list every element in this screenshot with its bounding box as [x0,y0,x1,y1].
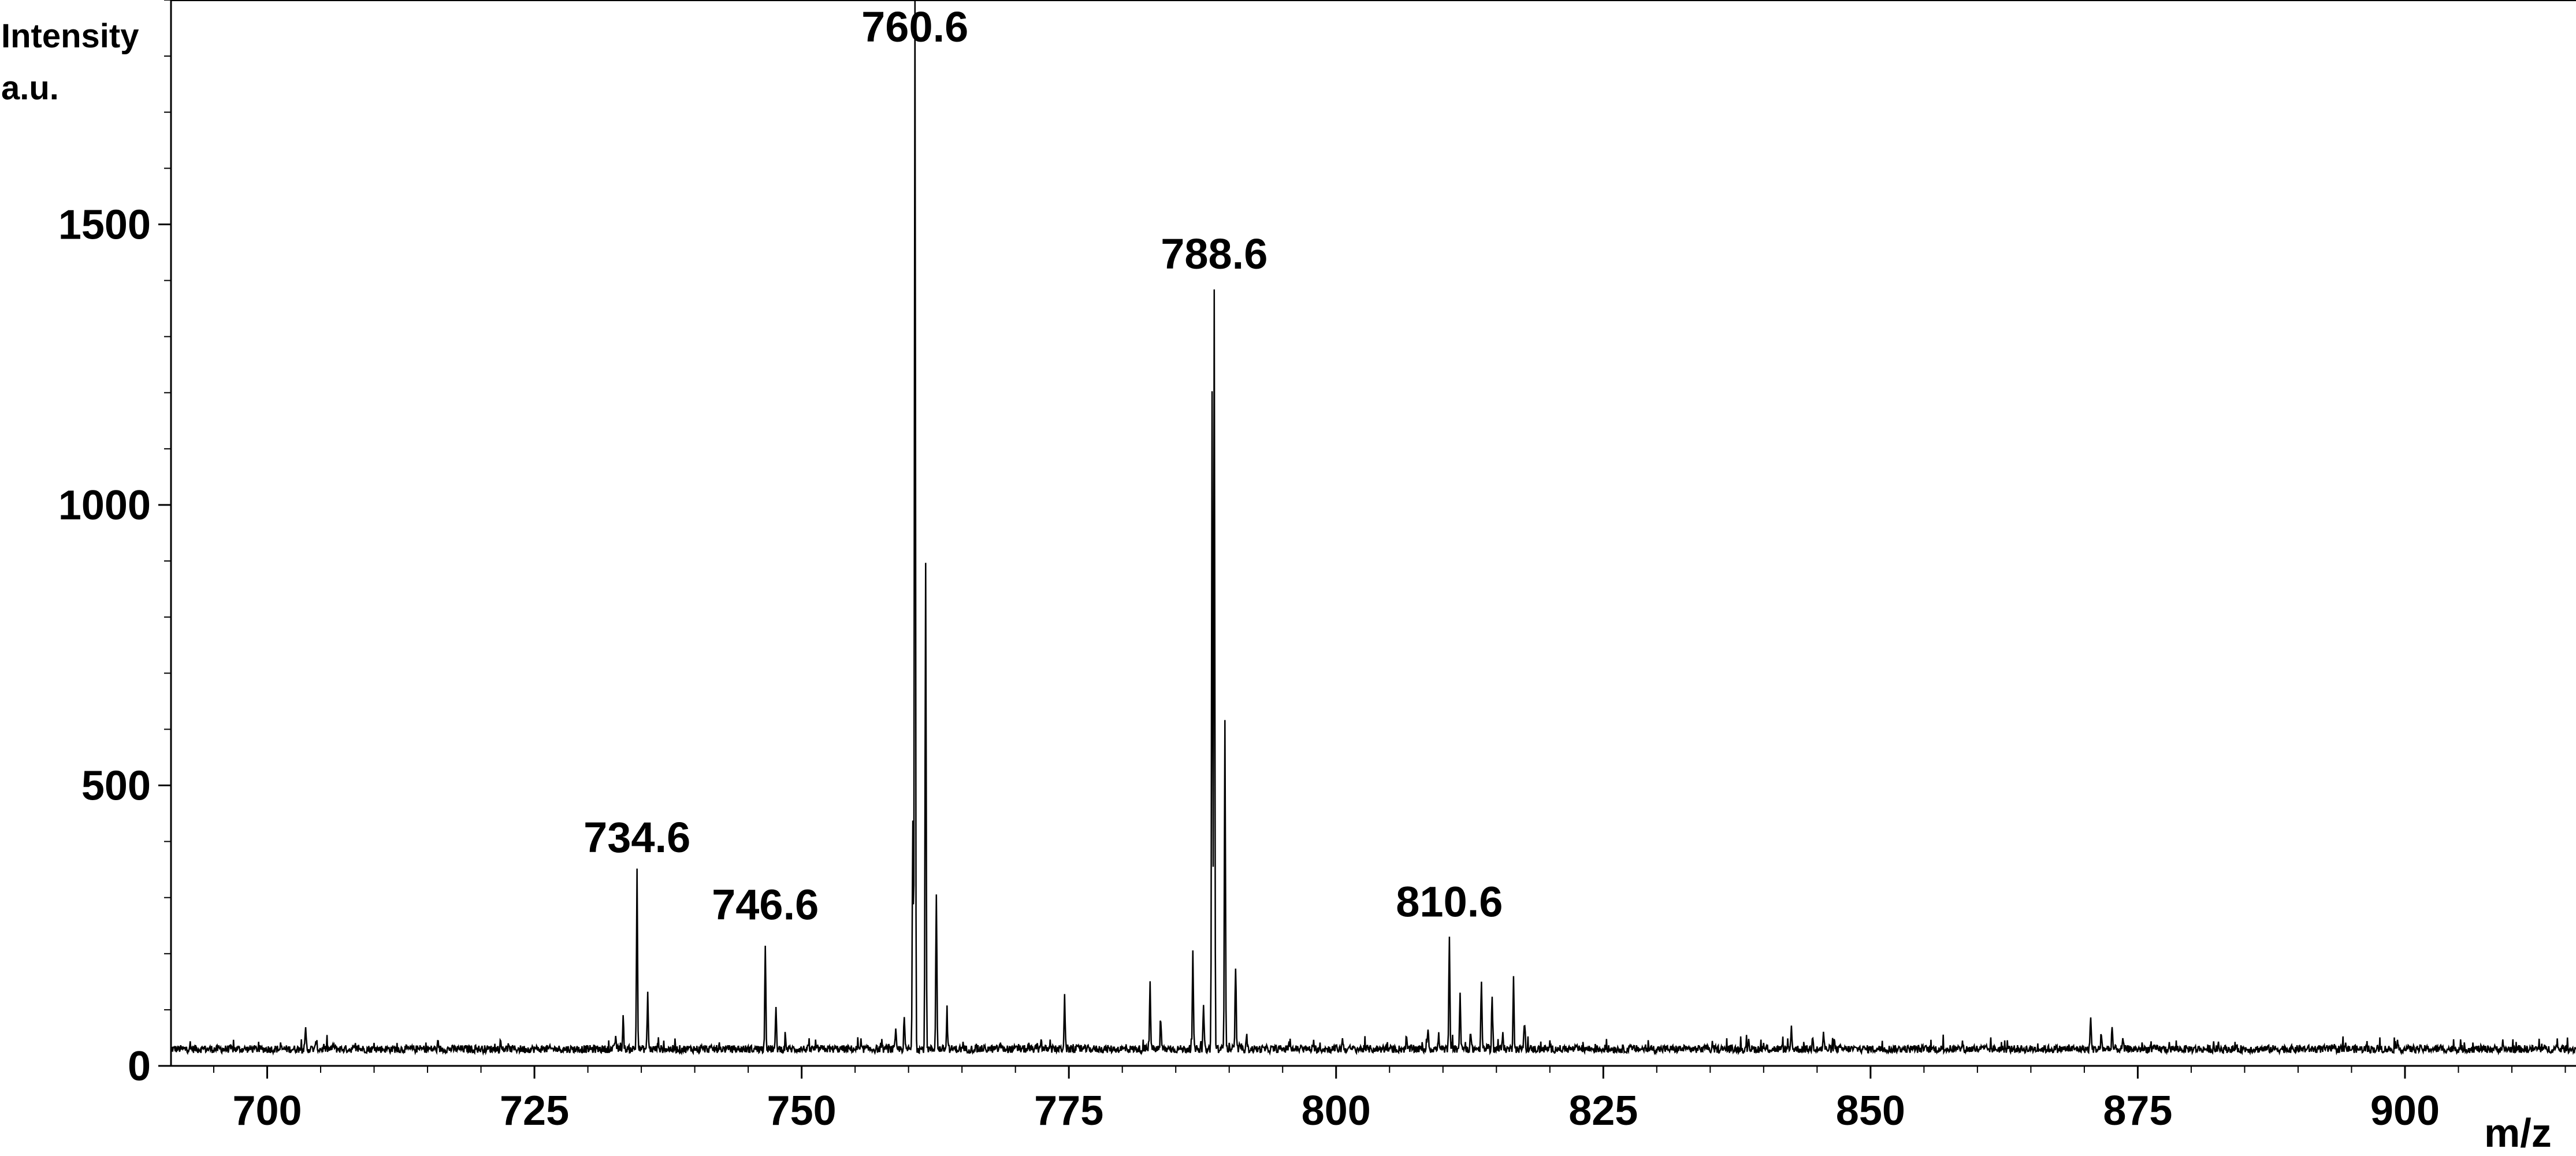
y-tick-label: 1000 [58,482,151,529]
peak-annotation: 788.6 [1161,230,1267,278]
y-tick-label: 1500 [58,202,151,248]
x-tick-label: 775 [1034,1088,1103,1134]
x-tick-label: 900 [2370,1088,2440,1134]
y-tick-label: 0 [128,1043,151,1090]
y-tick-label: 500 [81,763,151,809]
y-minor-ticks [164,0,171,1010]
x-tick-label: 825 [1568,1088,1638,1134]
x-tick-label: 800 [1302,1088,1371,1134]
peak-annotation: 734.6 [583,813,690,861]
x-tick-label: 875 [2103,1088,2172,1134]
peak-annotation: 810.6 [1396,878,1503,926]
x-tick-labels: 700 725 750 775 800 825 850 875 900 [232,1066,2440,1134]
y-axis-label-line1: Intensity [1,17,139,55]
x-tick-label: 725 [500,1088,569,1134]
spectrum-line [170,0,2576,1056]
x-minor-ticks [213,1066,2566,1073]
y-tick-labels: 0 500 1000 1500 [58,202,171,1090]
y-axis-label-line2: a.u. [1,69,59,107]
plot-frame [170,0,2576,1067]
x-axis-label: m/z [2484,1110,2552,1155]
x-tick-label: 850 [1836,1088,1905,1134]
x-tick-label: 700 [232,1088,302,1134]
peak-annotation: 760.6 [861,3,968,51]
peak-annotations: 734.6 746.6 760.6 788.6 810.6 [583,3,1503,928]
x-tick-label: 750 [767,1088,837,1134]
peak-annotation: 746.6 [712,880,819,928]
